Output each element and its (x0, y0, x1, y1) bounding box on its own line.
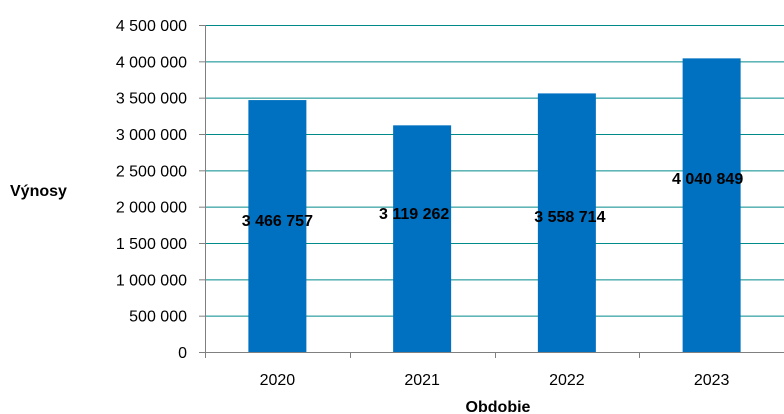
y-axis-title: Výnosy (10, 183, 67, 200)
y-tick-label: 0 (178, 345, 187, 362)
y-tick-label: 500 000 (129, 309, 187, 326)
data-label-2022: 3 558 714 (534, 209, 605, 226)
x-tick-label: 2022 (549, 372, 585, 389)
data-label-2021: 3 119 262 (379, 206, 449, 223)
y-tick-label: 2 500 000 (116, 163, 187, 180)
y-tick-label: 1 000 000 (116, 272, 187, 289)
y-tick-label: 4 500 000 (116, 18, 187, 35)
data-label-2023: 4 040 849 (672, 171, 743, 188)
bar-2023 (682, 58, 741, 353)
bar-2021 (393, 125, 452, 353)
bar-2020 (248, 100, 307, 352)
y-tick-labels: 0 500 000 1 000 000 1 500 000 2 000 000 2 500… (116, 18, 187, 362)
x-tick-label: 2020 (260, 372, 296, 389)
y-tick-label: 1 500 000 (116, 236, 187, 253)
bar-2022 (537, 93, 596, 352)
x-tick-label: 2021 (404, 372, 440, 389)
x-tick-labels: 2020 2021 2022 2023 (260, 372, 730, 389)
bars (248, 58, 741, 353)
data-label-2020: 3 466 757 (242, 213, 313, 230)
x-axis-title: Obdobie (466, 399, 531, 414)
axes (199, 25, 784, 358)
data-labels: 3 466 757 3 119 262 3 558 714 4 040 849 (242, 171, 744, 230)
y-tick-label: 4 000 000 (116, 54, 187, 71)
x-tick-label: 2023 (694, 372, 730, 389)
y-tick-label: 2 000 000 (116, 200, 187, 217)
y-tick-label: 3 500 000 (116, 91, 187, 108)
y-tick-label: 3 000 000 (116, 127, 187, 144)
